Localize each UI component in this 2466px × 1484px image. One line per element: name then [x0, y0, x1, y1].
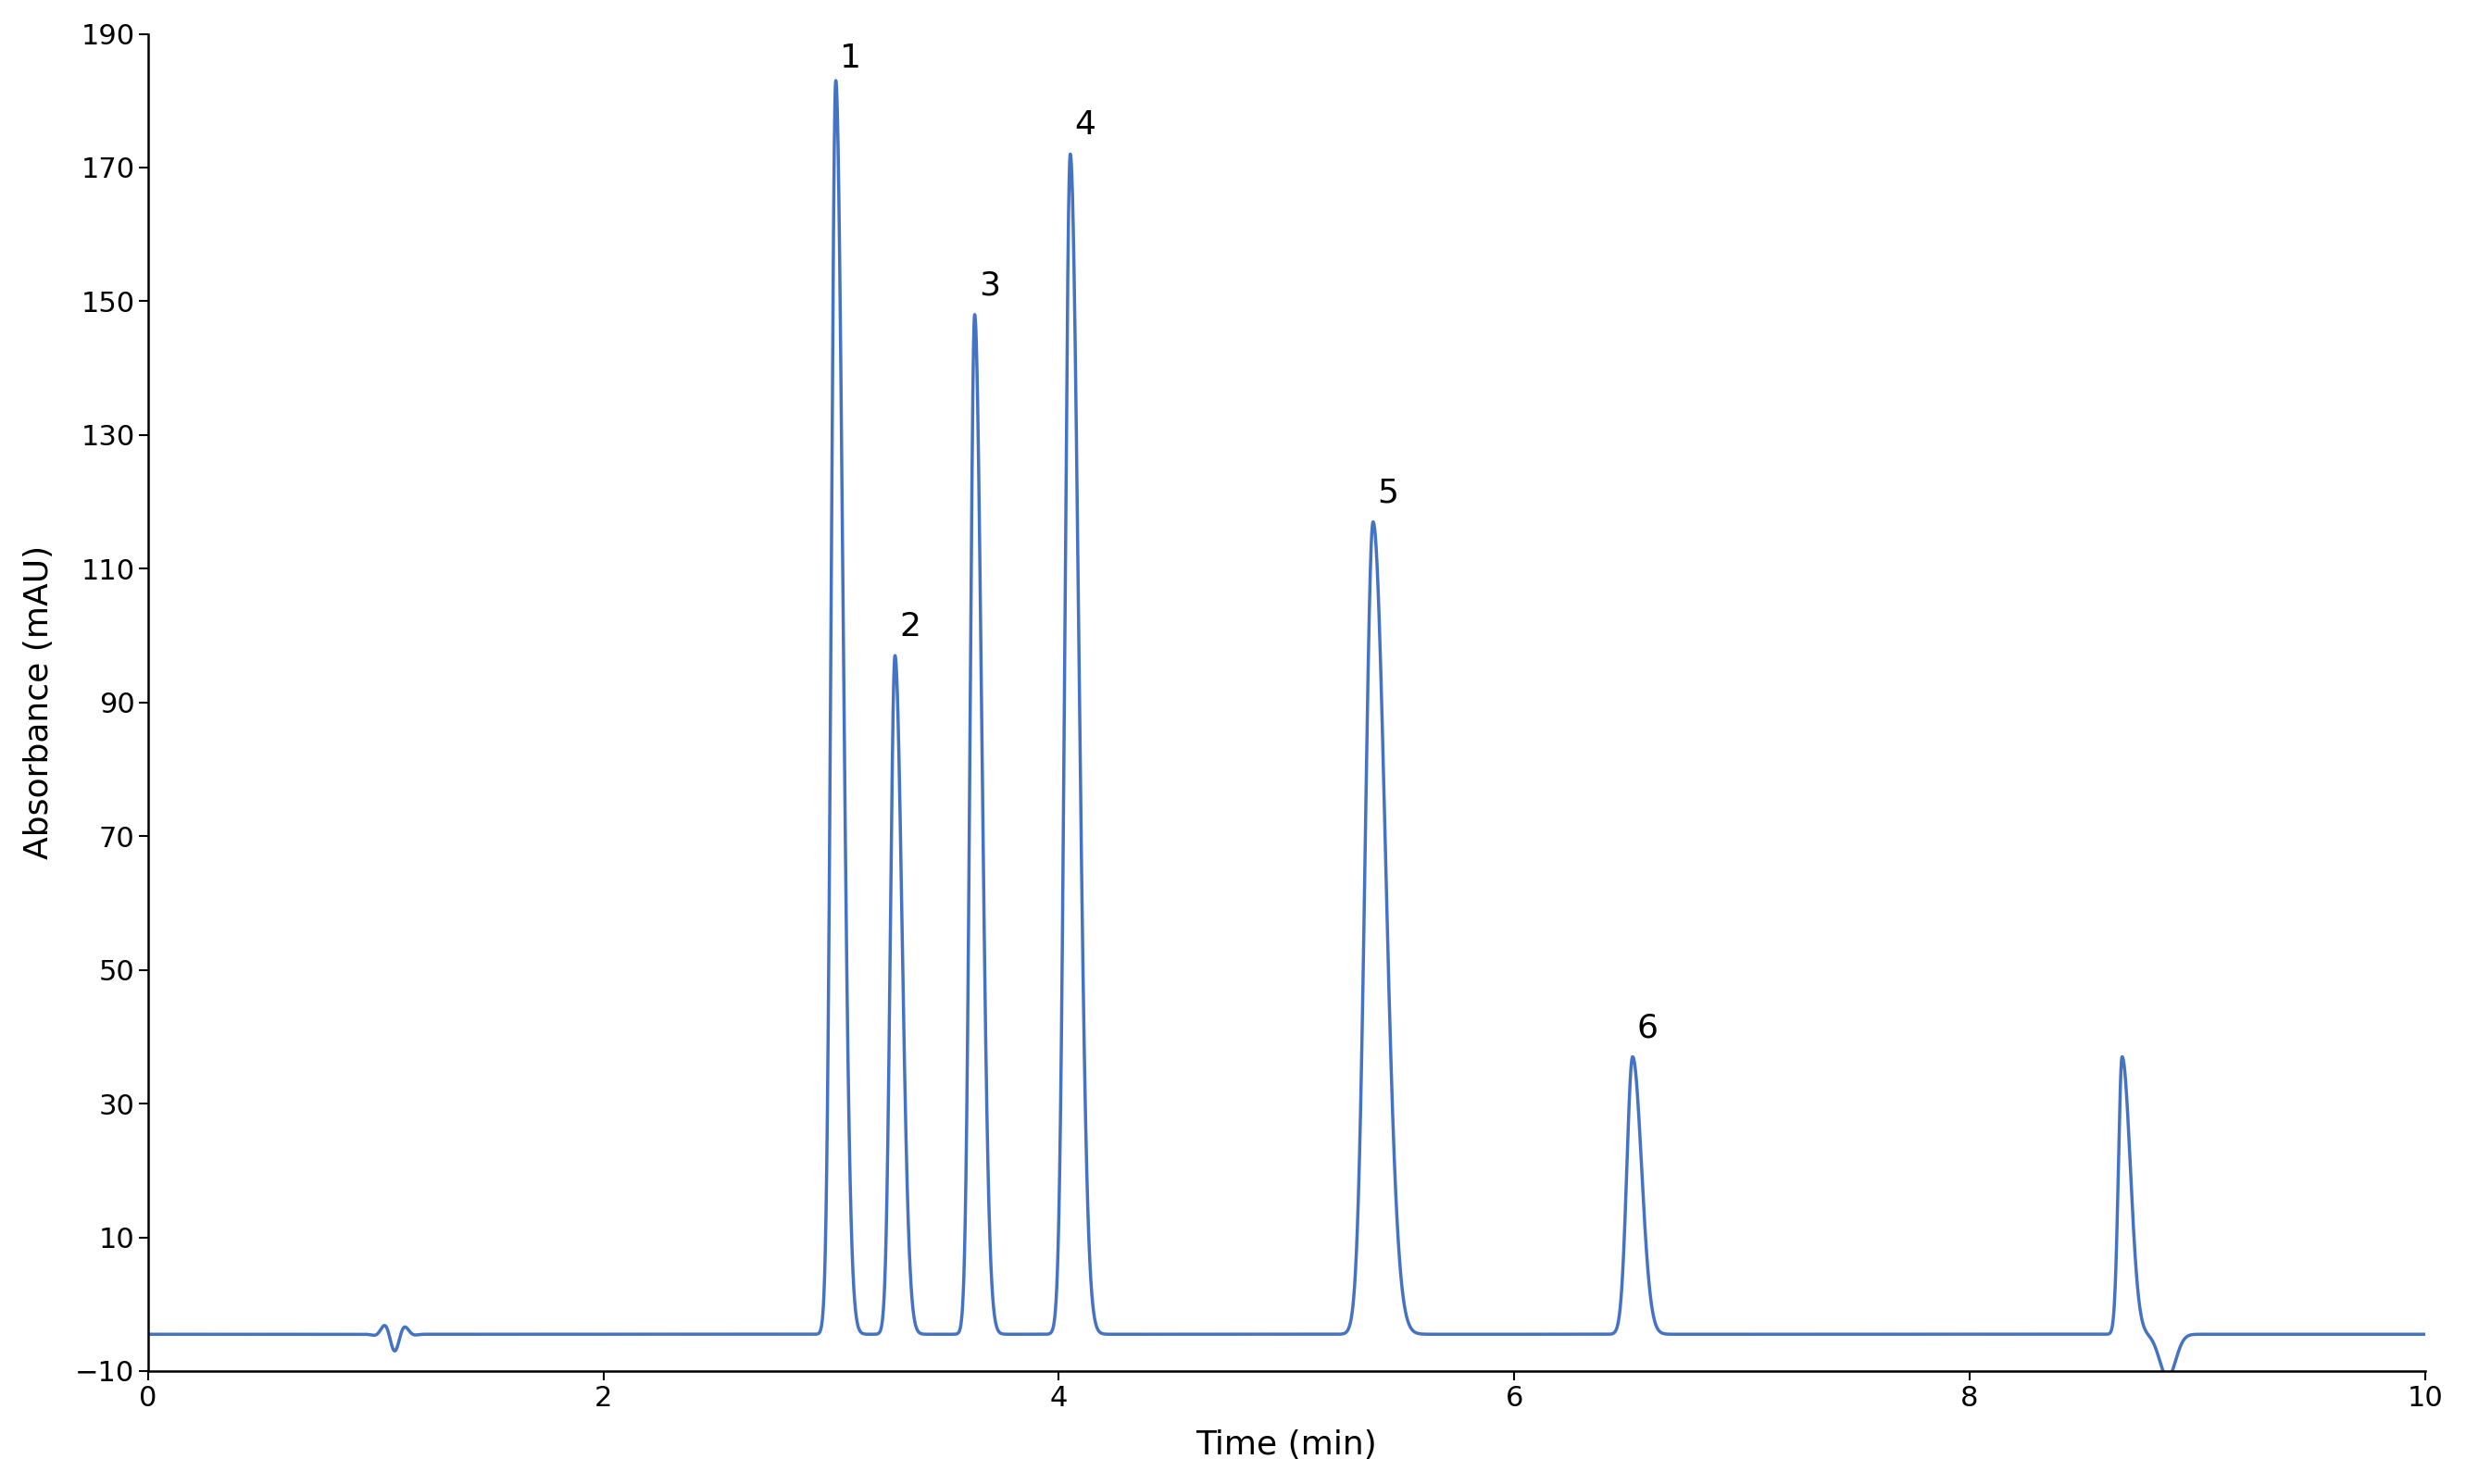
Text: 2: 2 [900, 611, 920, 643]
Text: 4: 4 [1075, 110, 1095, 141]
Y-axis label: Absorbance (mAU): Absorbance (mAU) [22, 546, 54, 859]
Text: 5: 5 [1378, 476, 1398, 509]
Text: 3: 3 [979, 270, 1001, 301]
X-axis label: Time (min): Time (min) [1196, 1429, 1376, 1460]
Text: 1: 1 [841, 43, 861, 74]
Text: 6: 6 [1637, 1012, 1660, 1043]
